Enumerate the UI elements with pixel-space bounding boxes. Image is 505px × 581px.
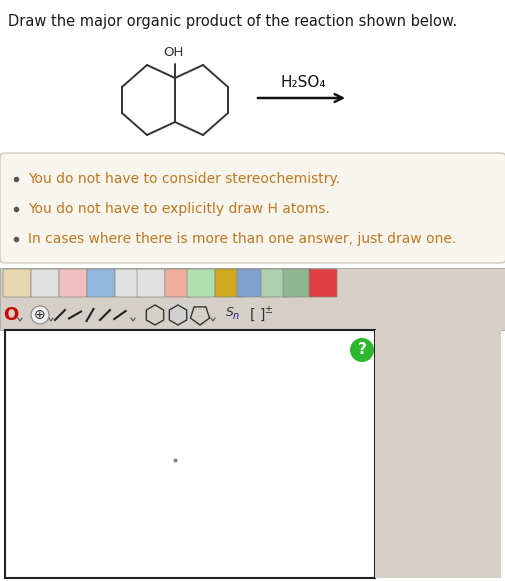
FancyBboxPatch shape [215,269,242,297]
Text: You do not have to consider stereochemistry.: You do not have to consider stereochemis… [28,172,339,186]
Polygon shape [169,305,186,325]
Text: You do not have to explicitly draw H atoms.: You do not have to explicitly draw H ato… [28,202,329,216]
Text: O: O [4,306,19,324]
FancyBboxPatch shape [187,269,215,297]
Circle shape [31,306,49,324]
Text: ⊕: ⊕ [34,308,46,322]
Text: H₂SO₄: H₂SO₄ [280,75,326,90]
FancyBboxPatch shape [31,269,59,297]
Text: In cases where there is more than one answer, just draw one.: In cases where there is more than one an… [28,232,456,246]
Text: $\mathit{n}$: $\mathit{n}$ [232,311,239,321]
FancyBboxPatch shape [3,269,31,297]
FancyBboxPatch shape [87,269,115,297]
FancyBboxPatch shape [115,269,143,297]
Text: OH: OH [163,46,183,59]
FancyBboxPatch shape [261,269,288,297]
Bar [0,268,505,330]
FancyBboxPatch shape [165,269,192,297]
Text: ±: ± [264,305,272,315]
FancyBboxPatch shape [0,153,505,263]
FancyBboxPatch shape [59,269,87,297]
FancyBboxPatch shape [137,269,165,297]
Bar [5,330,374,578]
FancyBboxPatch shape [236,269,265,297]
Circle shape [349,338,373,362]
Text: Draw the major organic product of the reaction shown below.: Draw the major organic product of the re… [8,14,457,29]
Text: [ ]: [ ] [250,308,265,322]
Bar [374,330,500,578]
FancyBboxPatch shape [282,269,311,297]
Text: ?: ? [357,343,366,357]
FancyBboxPatch shape [309,269,336,297]
Text: $\mathit{S}$: $\mathit{S}$ [225,306,234,318]
